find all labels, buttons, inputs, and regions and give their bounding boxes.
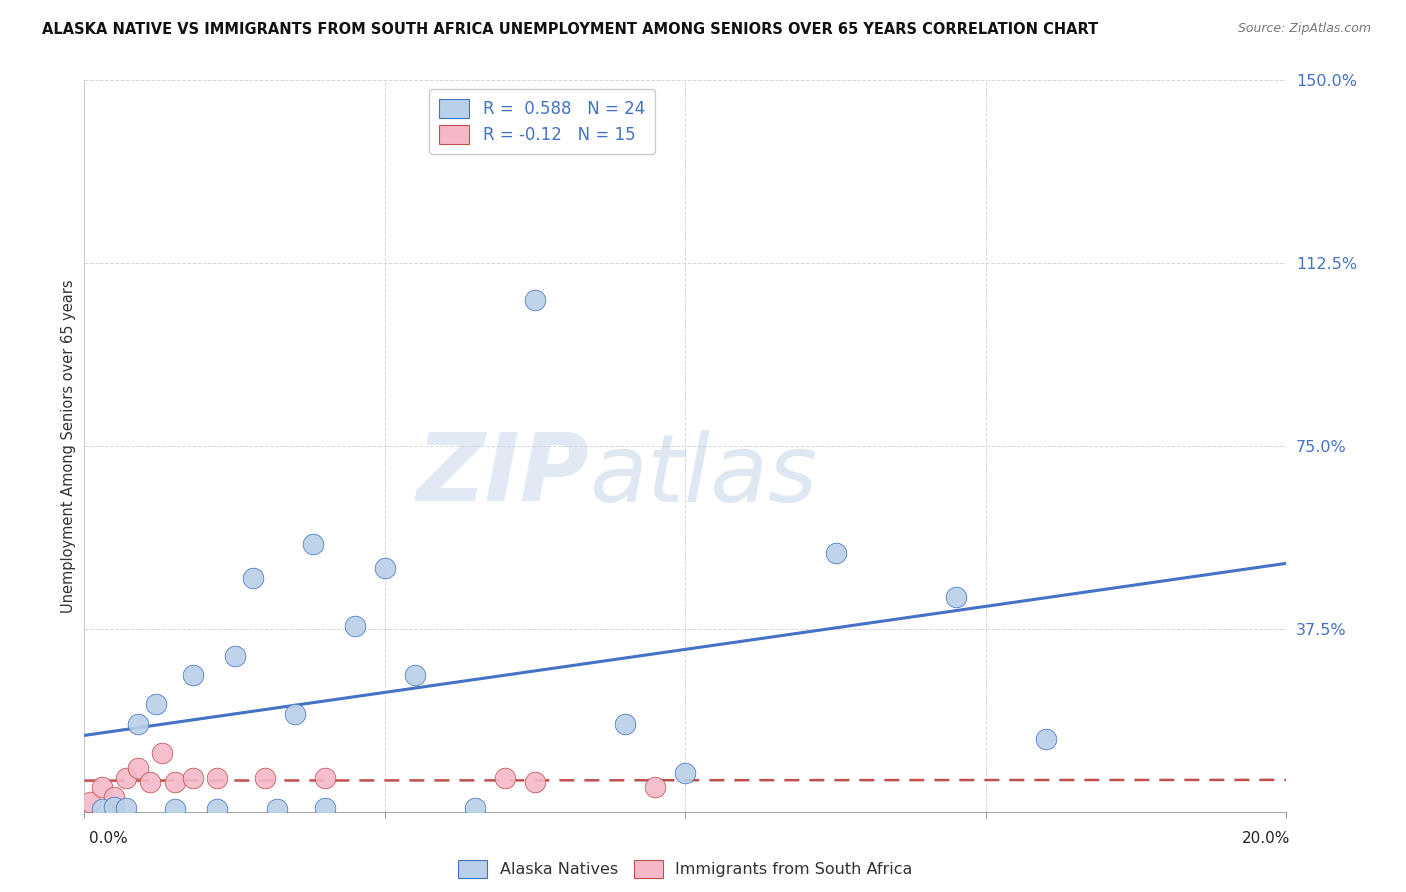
Point: [494, 771, 516, 785]
Point: [205, 771, 228, 785]
Point: [127, 717, 149, 731]
Point: [464, 801, 486, 815]
Point: [374, 561, 396, 575]
Point: [181, 668, 204, 682]
Text: 0.0%: 0.0%: [89, 831, 128, 846]
Text: ALASKA NATIVE VS IMMIGRANTS FROM SOUTH AFRICA UNEMPLOYMENT AMONG SENIORS OVER 65: ALASKA NATIVE VS IMMIGRANTS FROM SOUTH A…: [42, 22, 1098, 37]
Text: atlas: atlas: [589, 430, 817, 521]
Point: [253, 771, 276, 785]
Text: ZIP: ZIP: [416, 429, 589, 521]
Point: [103, 800, 125, 814]
Point: [284, 707, 307, 722]
Point: [242, 571, 264, 585]
Point: [103, 790, 125, 805]
Point: [524, 775, 547, 789]
Text: 20.0%: 20.0%: [1243, 831, 1291, 846]
Y-axis label: Unemployment Among Seniors over 65 years: Unemployment Among Seniors over 65 years: [60, 279, 76, 613]
Point: [675, 765, 697, 780]
Point: [205, 802, 228, 816]
Point: [152, 746, 174, 760]
Point: [115, 801, 138, 815]
Point: [79, 795, 101, 809]
Point: [314, 801, 336, 815]
Point: [266, 802, 288, 816]
Point: [181, 771, 204, 785]
Point: [343, 619, 366, 633]
Point: [824, 546, 846, 560]
Text: Source: ZipAtlas.com: Source: ZipAtlas.com: [1237, 22, 1371, 36]
Point: [127, 761, 149, 775]
Point: [524, 293, 547, 307]
Point: [91, 802, 114, 816]
Point: [314, 771, 336, 785]
Point: [404, 668, 426, 682]
Point: [614, 717, 637, 731]
Point: [163, 802, 186, 816]
Point: [139, 775, 162, 789]
Point: [1035, 731, 1057, 746]
Point: [301, 536, 323, 550]
Point: [644, 780, 666, 795]
Point: [91, 780, 114, 795]
Point: [115, 771, 138, 785]
Legend: Alaska Natives, Immigrants from South Africa: Alaska Natives, Immigrants from South Af…: [451, 854, 920, 884]
Point: [163, 775, 186, 789]
Point: [224, 648, 246, 663]
Point: [145, 698, 167, 712]
Point: [945, 590, 967, 604]
